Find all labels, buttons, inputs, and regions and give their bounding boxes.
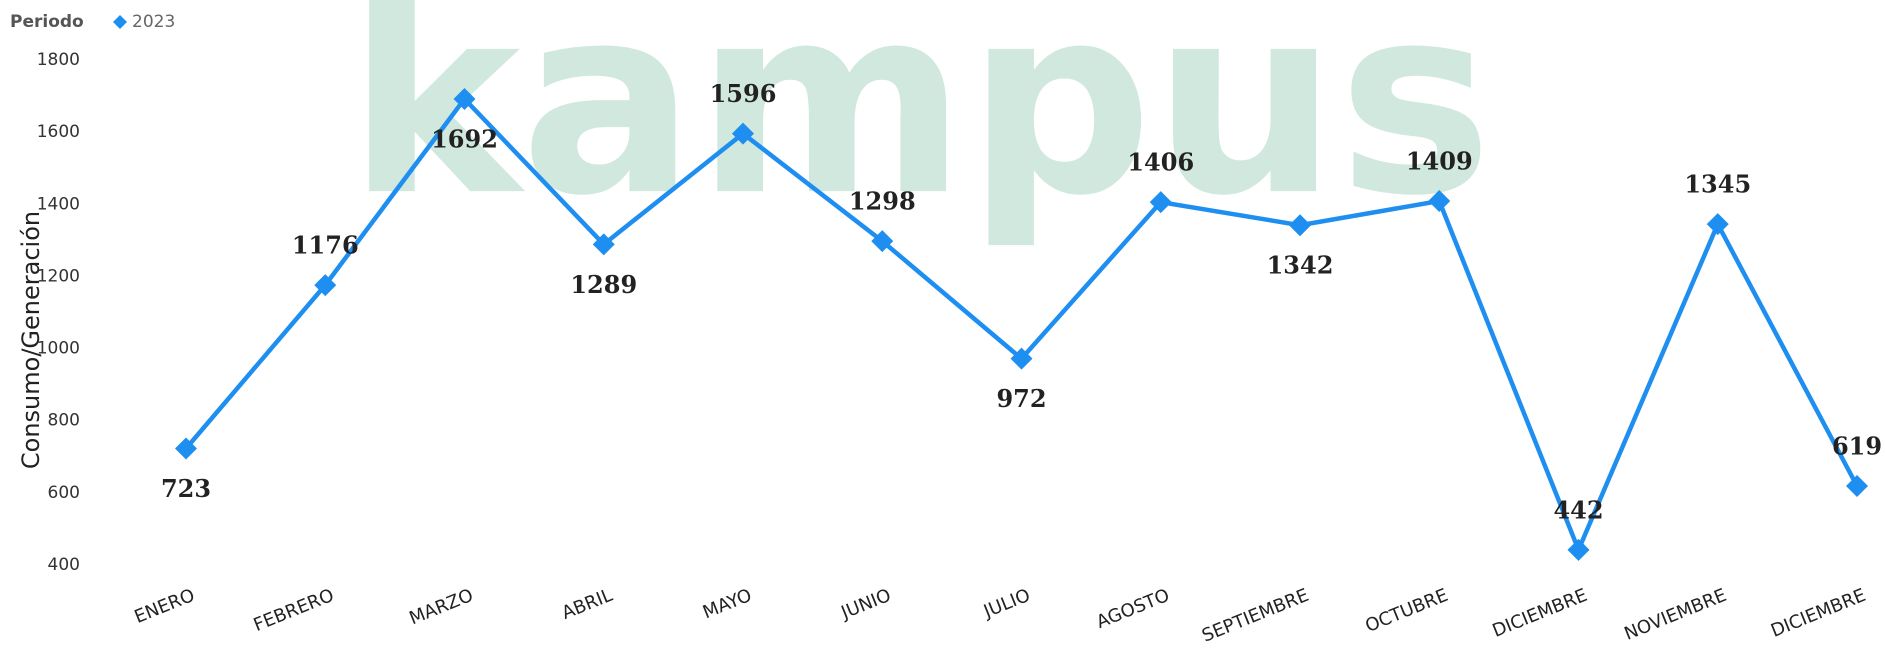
- value-label: 1596: [710, 79, 777, 108]
- value-label: 619: [1832, 432, 1882, 461]
- value-label: 442: [1553, 495, 1603, 524]
- y-tick-label: 600: [48, 483, 80, 503]
- watermark: kampus: [347, 0, 1492, 253]
- y-tick-label: 1000: [37, 339, 80, 359]
- value-label: 972: [996, 384, 1046, 413]
- x-tick-label: ABRIL: [559, 585, 616, 624]
- x-tick-label: MAYO: [700, 585, 755, 623]
- value-label: 1342: [1267, 251, 1334, 280]
- y-tick-label: 1600: [37, 122, 80, 142]
- x-tick-label: ENERO: [132, 585, 198, 628]
- value-label: 1406: [1127, 148, 1194, 177]
- x-tick-label: MARZO: [406, 585, 476, 630]
- value-label: 1409: [1406, 147, 1473, 176]
- legend-title: Periodo: [10, 12, 84, 32]
- y-tick-label: 1200: [37, 266, 80, 286]
- value-label: 1289: [570, 270, 637, 299]
- x-tick-label: DICIEMBRE: [1768, 585, 1869, 642]
- x-tick-label: DICIEMBRE: [1489, 585, 1590, 642]
- x-tick-label: JULIO: [980, 585, 1033, 623]
- value-label: 1345: [1684, 170, 1751, 199]
- value-label: 1692: [431, 124, 498, 153]
- legend-marker: [113, 15, 127, 29]
- chart: kampus Periodo Consumo/Generación 202340…: [0, 0, 1885, 660]
- x-tick-label: SEPTIEMBRE: [1199, 585, 1312, 647]
- x-tick-label: JUNIO: [838, 585, 894, 624]
- value-label: 723: [161, 474, 211, 503]
- page: {"watermark": "kampus", "chart_data": {"…: [0, 0, 1885, 660]
- marker: [1707, 213, 1729, 235]
- y-tick-label: 400: [48, 555, 80, 575]
- value-label: 1176: [292, 231, 359, 260]
- legend-label: 2023: [132, 12, 175, 32]
- y-tick-label: 800: [48, 411, 80, 431]
- x-tick-label: NOVIEMBRE: [1621, 585, 1729, 645]
- marker: [1846, 475, 1868, 497]
- y-tick-label: 1400: [37, 194, 80, 214]
- x-tick-label: OCTUBRE: [1362, 585, 1451, 637]
- x-tick-label: FEBRERO: [251, 585, 337, 636]
- y-tick-label: 1800: [37, 50, 80, 70]
- marker: [1568, 539, 1590, 561]
- value-label: 1298: [849, 187, 916, 216]
- x-tick-label: AGOSTO: [1094, 585, 1173, 633]
